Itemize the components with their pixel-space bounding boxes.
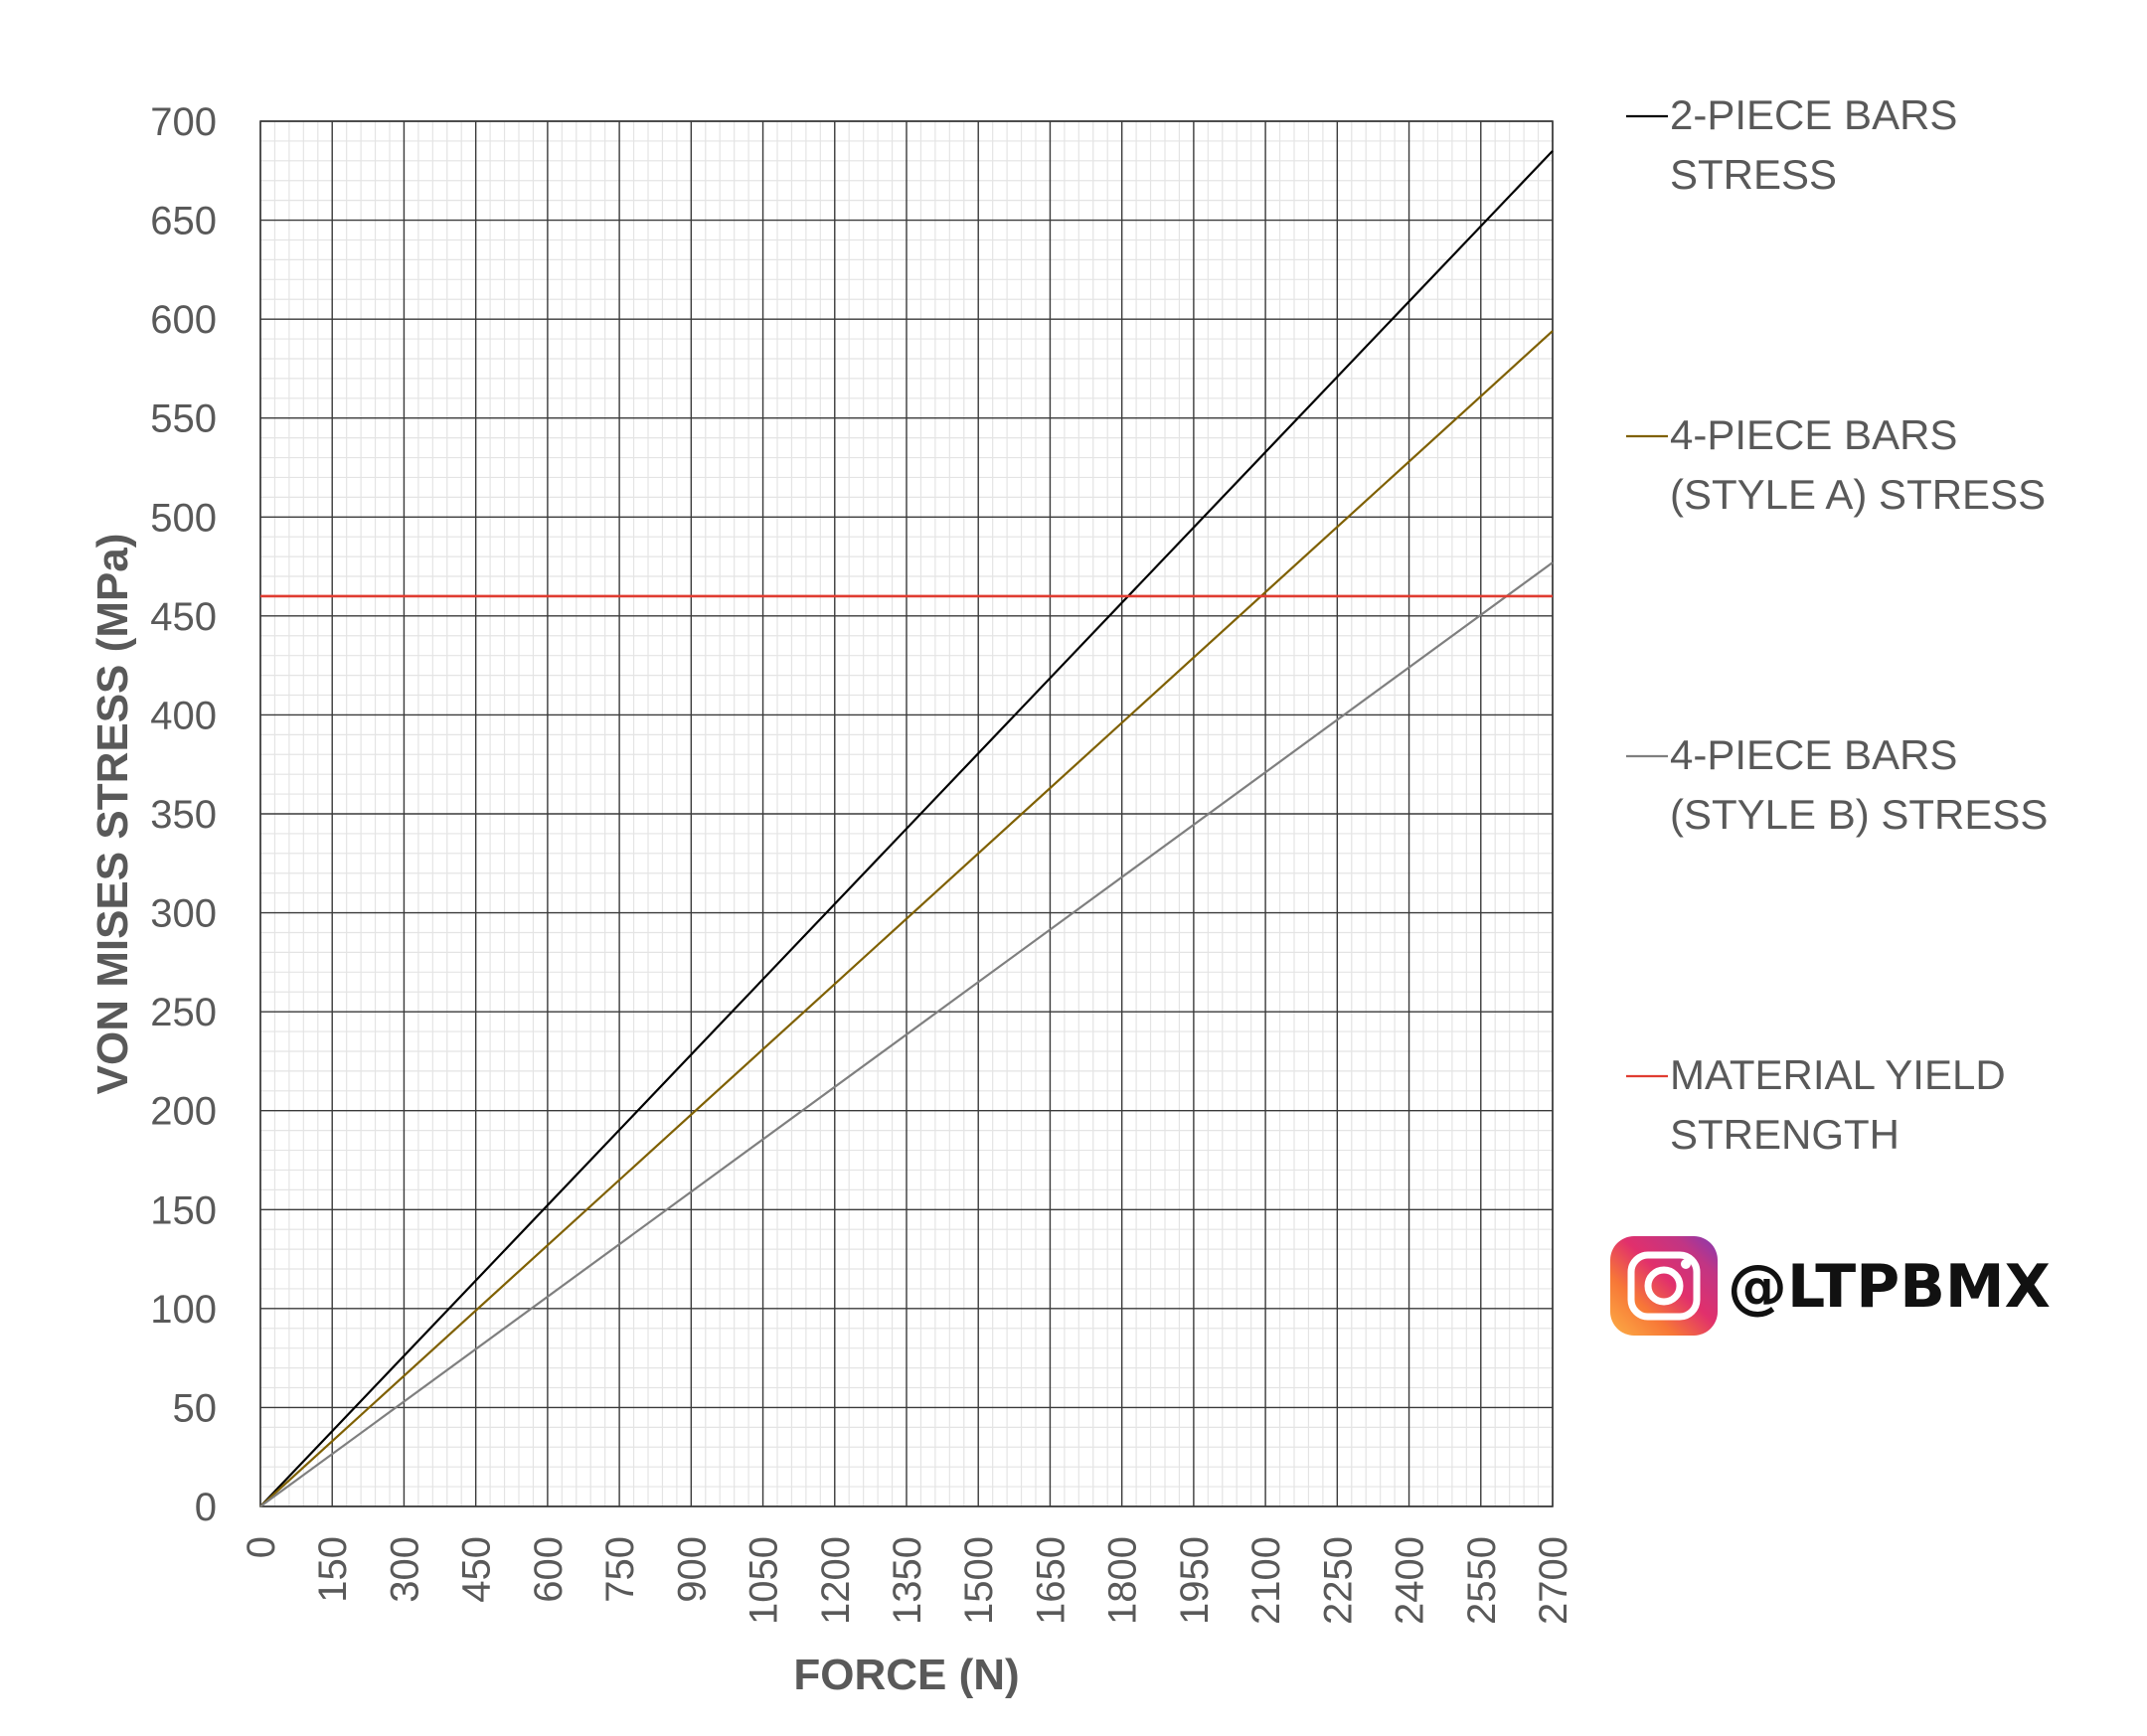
series-line-2 [259,330,1554,1507]
legend-label: MATERIAL YIELD [1670,1051,2006,1098]
x-tick-label: 900 [670,1536,714,1603]
y-tick-label: 600 [150,298,217,342]
x-tick-label: 2250 [1316,1536,1360,1625]
x-tick-label: 750 [598,1536,642,1603]
legend-label: STRESS [1670,151,1837,198]
x-tick-label: 2700 [1532,1536,1575,1625]
series-line-1 [259,150,1554,1507]
y-tick-label: 250 [150,991,217,1034]
x-tick-label: 1350 [886,1536,929,1625]
legend-label: (STYLE B) STRESS [1670,791,2048,838]
legend-label: 4-PIECE BARS [1670,411,1957,458]
watermark: @LTPBMX [1610,1236,2051,1336]
y-tick-label: 0 [195,1486,217,1529]
legend-label: 2-PIECE BARS [1670,91,1957,138]
y-tick-label: 450 [150,595,217,639]
x-tick-label: 2550 [1460,1536,1504,1625]
x-tick-label: 1200 [814,1536,858,1625]
legend-label: STRENGTH [1670,1111,1899,1158]
y-tick-label: 150 [150,1188,217,1232]
x-tick-label: 1650 [1029,1536,1073,1625]
series-layer [259,150,1554,1507]
y-axis-title: VON MISES STRESS (MPa) [88,534,137,1095]
x-axis-title: FORCE (N) [793,1651,1019,1699]
y-tick-label: 50 [173,1386,218,1430]
watermark-handle: @LTPBMX [1728,1252,2051,1322]
x-tick-label: 450 [455,1536,499,1603]
legend-item-3: 4-PIECE BARS (STYLE B) STRESS [1626,731,2048,838]
tick-labels: 0 50 100 150 200 250 300 350 400 450 500 550 600 650 7… [150,100,1575,1625]
legend: 2-PIECE BARS STRESS 4-PIECE BARS (STYLE A) … [1626,91,2048,1158]
y-tick-label: 550 [150,397,217,441]
x-tick-label: 1500 [957,1536,1001,1625]
y-tick-label: 200 [150,1090,217,1134]
y-tick-label: 400 [150,694,217,737]
x-tick-label: 0 [240,1536,283,1558]
y-tick-label: 350 [150,793,217,837]
x-tick-label: 2100 [1244,1536,1288,1625]
legend-item-4: MATERIAL YIELD STRENGTH [1626,1051,2006,1158]
legend-label: 4-PIECE BARS [1670,731,1957,778]
legend-item-1: 2-PIECE BARS STRESS [1626,91,1957,198]
x-tick-label: 1050 [743,1536,786,1625]
series-line-3 [259,561,1554,1507]
x-tick-label: 1800 [1101,1536,1145,1625]
x-tick-label: 600 [527,1536,571,1603]
y-tick-label: 500 [150,496,217,540]
legend-item-2: 4-PIECE BARS (STYLE A) STRESS [1626,411,2046,518]
x-tick-label: 300 [383,1536,426,1603]
x-tick-label: 2400 [1389,1536,1432,1625]
legend-label: (STYLE A) STRESS [1670,471,2046,518]
y-tick-label: 700 [150,100,217,144]
instagram-icon [1610,1236,1718,1336]
x-tick-label: 150 [311,1536,355,1603]
y-tick-label: 650 [150,200,217,243]
y-tick-label: 100 [150,1288,217,1332]
y-tick-label: 300 [150,892,217,936]
x-tick-label: 1950 [1173,1536,1217,1625]
plot-border [259,120,1554,1507]
grid [259,120,1554,1507]
